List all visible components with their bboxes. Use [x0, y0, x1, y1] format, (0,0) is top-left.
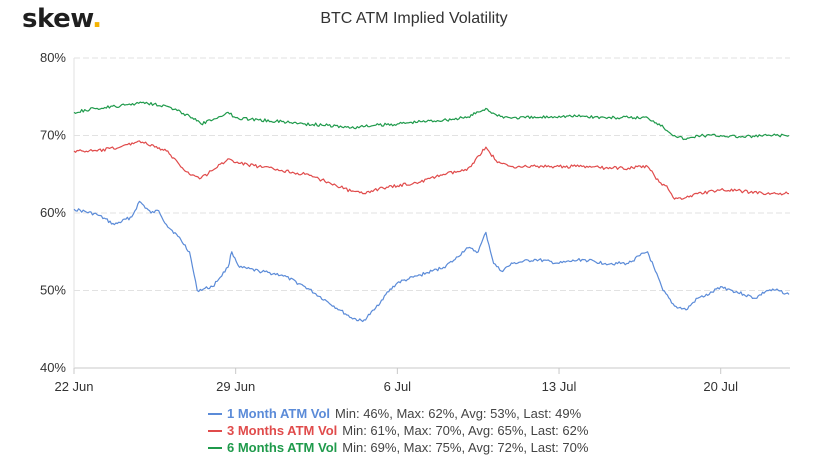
legend-label-6m: 6 Months ATM Vol [227, 440, 338, 455]
x-axis: 22 Jun 29 Jun 6 Jul 13 Jul 20 Jul [54, 368, 738, 394]
brand-logo: skew. [22, 4, 102, 34]
legend-item-3m[interactable]: 3 Months ATM Vol Min: 61%, Max: 70%, Avg… [0, 422, 828, 439]
legend-item-6m[interactable]: 6 Months ATM Vol Min: 69%, Max: 75%, Avg… [0, 439, 828, 456]
y-axis: 40% 50% 60% 70% 80% [40, 50, 66, 375]
y-tick-label: 60% [40, 205, 66, 220]
legend-item-1m[interactable]: 1 Month ATM Vol Min: 46%, Max: 62%, Avg:… [0, 405, 828, 422]
y-tick-label: 70% [40, 128, 66, 143]
brand-name: skew [22, 4, 93, 34]
y-tick-label: 80% [40, 50, 66, 65]
legend-swatch-3m [208, 429, 222, 432]
y-tick-label: 40% [40, 360, 66, 375]
brand-dot: . [92, 4, 102, 34]
series-line-1m[interactable] [73, 200, 790, 323]
x-tick-label: 20 Jul [703, 379, 738, 394]
line-chart: 40%50%60%70%80% 22 Jun 29 Jun 6 Jul 13 Jul 2… [40, 50, 790, 394]
x-tick-label: 29 Jun [216, 379, 255, 394]
chart-title: BTC ATM Implied Volatility [320, 10, 508, 27]
legend: 1 Month ATM Vol Min: 46%, Max: 62%, Avg:… [0, 405, 828, 456]
legend-swatch-1m [208, 412, 222, 415]
legend-stats-6m: Min: 69%, Max: 75%, Avg: 72%, Last: 70% [342, 440, 589, 455]
legend-label-1m: 1 Month ATM Vol [227, 406, 331, 421]
y-tick-label: 50% [40, 283, 66, 298]
x-tick-label: 22 Jun [54, 379, 93, 394]
series-lines [73, 101, 790, 323]
series-line-3m[interactable] [73, 140, 790, 200]
x-tick-label: 6 Jul [384, 379, 412, 394]
legend-stats-1m: Min: 46%, Max: 62%, Avg: 53%, Last: 49% [335, 406, 582, 421]
x-tick-label: 13 Jul [542, 379, 577, 394]
series-line-6m[interactable] [73, 101, 790, 141]
gridlines [73, 57, 790, 369]
legend-stats-3m: Min: 61%, Max: 70%, Avg: 65%, Last: 62% [342, 423, 589, 438]
legend-swatch-6m [208, 446, 222, 449]
legend-label-3m: 3 Months ATM Vol [227, 423, 338, 438]
